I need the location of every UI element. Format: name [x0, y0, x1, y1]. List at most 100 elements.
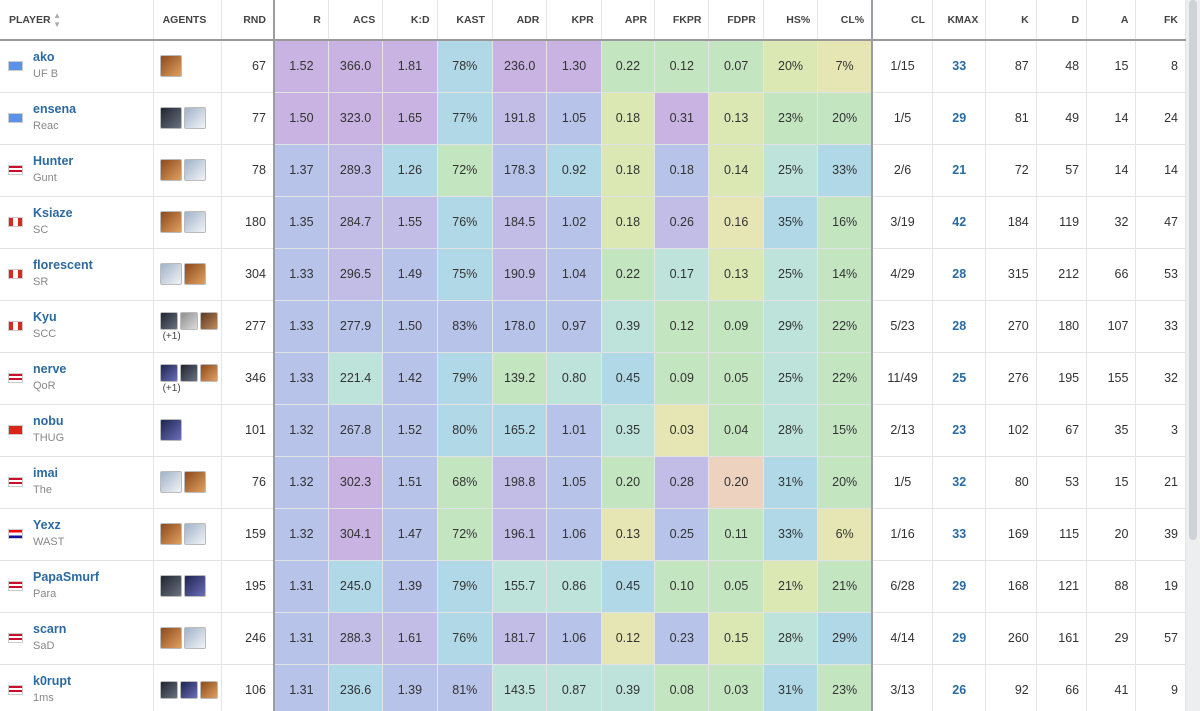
- stat-value-cl: 5/23: [890, 319, 915, 333]
- player-name-link[interactable]: ako: [33, 50, 55, 65]
- stat-cell-kd: 1.50: [382, 300, 438, 353]
- stat-cell-kmax: 42: [932, 196, 987, 249]
- player-name-link[interactable]: Kyu: [33, 310, 57, 324]
- stat-cell-fdpr: 0.13: [708, 92, 764, 145]
- stat-cell-fdpr: 0.07: [708, 40, 764, 93]
- player-name-link[interactable]: PapaSmurf: [33, 570, 99, 584]
- sort-icon[interactable]: ▲▼: [52, 10, 62, 29]
- stat-value-kmax[interactable]: 23: [952, 423, 967, 437]
- column-header-rnd[interactable]: RND: [221, 0, 275, 41]
- scrollbar-thumb[interactable]: [1189, 0, 1197, 540]
- column-header-label: CL%: [840, 13, 865, 26]
- stat-value-kpr: 0.86: [561, 579, 587, 593]
- stat-value-kmax[interactable]: 26: [952, 683, 967, 697]
- player-name-link[interactable]: imai: [33, 466, 59, 480]
- stat-value-fdpr: 0.11: [724, 527, 748, 541]
- flag-us-icon: [8, 685, 23, 695]
- player-name-link[interactable]: nerve: [33, 362, 67, 376]
- stat-cell-kast: 72%: [437, 144, 493, 197]
- column-header-hs[interactable]: HS%: [763, 0, 819, 41]
- column-header-kmax[interactable]: KMAX: [932, 0, 987, 41]
- stat-value-r: 1.31: [289, 683, 314, 697]
- stat-cell-fdpr: 0.04: [708, 404, 764, 457]
- player-cell: ensena Reac: [0, 92, 154, 145]
- stat-cell-cl: 4/14: [872, 612, 934, 665]
- stat-value-kmax[interactable]: 28: [952, 267, 967, 281]
- column-header-d[interactable]: D: [1036, 0, 1088, 41]
- column-header-acs[interactable]: ACS: [328, 0, 384, 41]
- column-header-fk[interactable]: FK: [1135, 0, 1186, 41]
- stat-value-kmax[interactable]: 29: [952, 111, 967, 125]
- stat-cell-r: 1.31: [273, 664, 329, 711]
- stat-cell-kd: 1.55: [382, 196, 438, 249]
- stat-value-kmax[interactable]: 28: [952, 319, 967, 333]
- stat-cell-d: 48: [1036, 40, 1088, 93]
- column-header-kast[interactable]: KAST: [437, 0, 493, 41]
- player-row: scarn SaD 246 1.31 288.3 1.61 76% 181.7 1.06 0.12…: [0, 612, 1186, 665]
- navy-agent-icon: [183, 575, 206, 597]
- stat-cell-rnd: 304: [221, 248, 275, 301]
- stat-cell-kast: 68%: [437, 456, 493, 509]
- stat-value-kmax[interactable]: 42: [952, 215, 967, 229]
- stat-cell-k: 315: [985, 248, 1037, 301]
- stat-value-fk: 57: [1164, 631, 1178, 645]
- column-header-r[interactable]: R: [273, 0, 329, 41]
- player-name-link[interactable]: Ksiaze: [33, 206, 73, 220]
- stat-value-kmax[interactable]: 33: [952, 59, 967, 74]
- stat-cell-r: 1.35: [273, 196, 329, 249]
- column-header-a[interactable]: A: [1086, 0, 1137, 41]
- column-header-kd[interactable]: K:D: [382, 0, 438, 41]
- stat-value-d: 115: [1059, 527, 1080, 541]
- stat-cell-kpr: 1.06: [546, 612, 602, 665]
- stat-value-k: 169: [1007, 527, 1029, 541]
- column-header-adr[interactable]: ADR: [492, 0, 548, 41]
- stat-value-r: 1.33: [289, 371, 314, 385]
- stat-cell-kpr: 1.06: [546, 508, 602, 561]
- player-name-link[interactable]: Yexz: [33, 518, 61, 532]
- column-header-k[interactable]: K: [985, 0, 1037, 41]
- stat-value-kd: 1.49: [397, 267, 423, 281]
- player-info: Hunter Gunt: [8, 154, 153, 186]
- player-name-link[interactable]: ensena: [33, 102, 77, 116]
- stat-value-kmax[interactable]: 29: [952, 579, 967, 593]
- column-header-apr[interactable]: APR: [601, 0, 656, 41]
- stat-value-kmax[interactable]: 29: [952, 631, 967, 645]
- stat-value-kast: 83%: [452, 319, 478, 333]
- column-header-player[interactable]: PLAYER ▲▼: [0, 0, 154, 41]
- navy-agent-icon: [159, 363, 178, 382]
- stat-cell-r: 1.33: [273, 352, 329, 405]
- stat-cell-kmax: 28: [932, 300, 987, 353]
- stat-value-acs: 302.3: [339, 475, 372, 489]
- player-info: PapaSmurf Para: [8, 570, 153, 602]
- agents-cell: [153, 560, 223, 613]
- dark-agent-icon: [179, 363, 198, 382]
- player-name-link[interactable]: scarn: [33, 622, 67, 636]
- column-header-fdpr[interactable]: FDPR: [708, 0, 764, 41]
- player-name-link[interactable]: florescent: [33, 258, 93, 272]
- stat-cell-d: 66: [1036, 664, 1088, 711]
- stat-value-hs: 31%: [778, 683, 804, 697]
- stat-value-k: 168: [1007, 579, 1029, 593]
- stat-value-kmax[interactable]: 21: [952, 163, 967, 177]
- player-name-link[interactable]: Hunter: [33, 154, 74, 168]
- stat-cell-cl-pct: 15%: [817, 404, 874, 457]
- stat-value-cl-pct: 14%: [832, 267, 858, 281]
- stat-value-d: 195: [1058, 371, 1080, 385]
- stat-cell-cl-pct: 33%: [817, 144, 874, 197]
- stat-value-fk: 9: [1171, 683, 1178, 697]
- player-info: ensena Reac: [8, 102, 153, 134]
- agents-cell: [153, 456, 223, 509]
- stat-value-kmax[interactable]: 32: [952, 475, 967, 489]
- player-cell: florescent SR: [0, 248, 154, 301]
- column-header-kpr[interactable]: KPR: [546, 0, 602, 41]
- player-name-link[interactable]: nobu: [33, 414, 64, 428]
- stat-value-kmax[interactable]: 25: [952, 371, 967, 385]
- column-header-fkpr[interactable]: FKPR: [654, 0, 710, 41]
- stat-cell-kpr: 1.01: [546, 404, 602, 457]
- stat-cell-cl: 3/13: [872, 664, 934, 711]
- vertical-scrollbar[interactable]: [1186, 0, 1200, 711]
- player-name-link[interactable]: k0rupt: [33, 674, 72, 688]
- player-team: The: [33, 484, 52, 496]
- column-header-cl-pct[interactable]: CL%: [817, 0, 874, 41]
- stat-value-kmax[interactable]: 33: [952, 527, 967, 541]
